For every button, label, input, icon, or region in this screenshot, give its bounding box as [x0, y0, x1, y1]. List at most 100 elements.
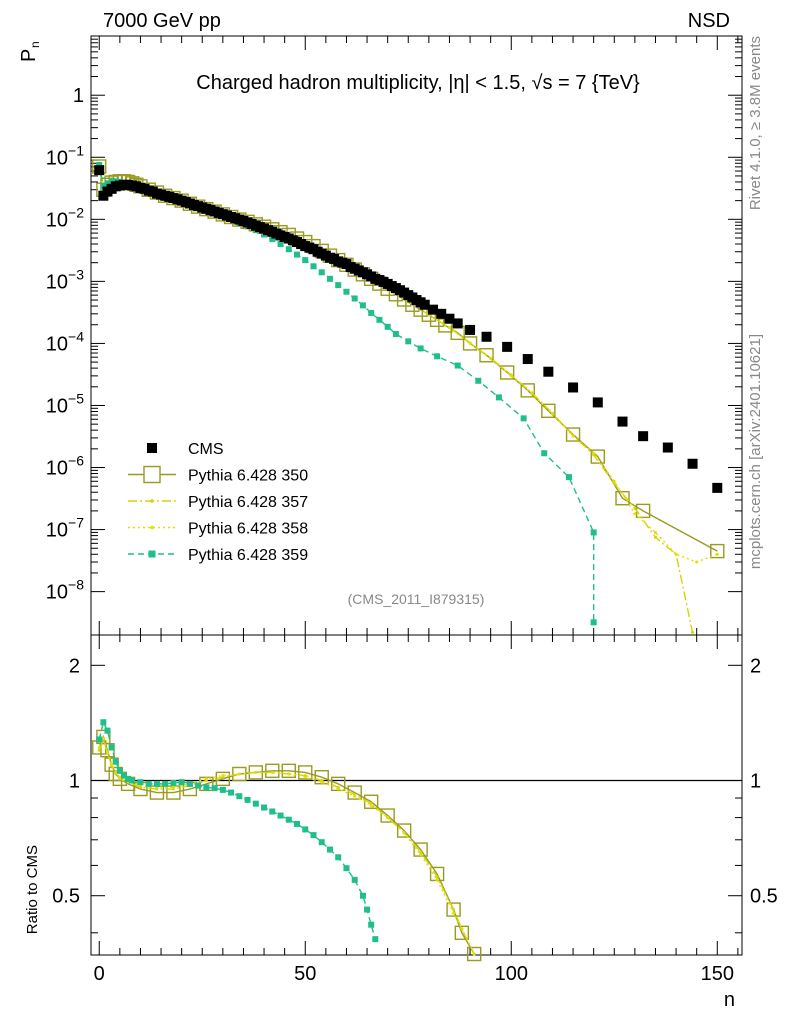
data-point	[590, 449, 605, 464]
svg-text:n: n	[28, 41, 42, 48]
data-point	[502, 341, 513, 352]
data-point	[499, 365, 515, 380]
legend-label: Pythia 6.428 350	[188, 468, 308, 485]
legend-entry: CMS	[147, 441, 224, 458]
data-point	[298, 765, 313, 780]
data-point	[97, 745, 101, 749]
y-tick-label: 1	[73, 85, 84, 107]
legend-label: Pythia 6.428 358	[188, 521, 308, 538]
data-point	[252, 800, 259, 807]
data-point	[285, 246, 292, 253]
legend-label: Pythia 6.428 357	[188, 494, 308, 511]
legend-entry: Pythia 6.428 359	[128, 547, 308, 564]
series-line	[98, 736, 475, 955]
data-point	[481, 331, 492, 342]
data-point	[137, 779, 144, 786]
data-point	[419, 850, 423, 854]
data-point	[592, 397, 603, 408]
data-point	[125, 775, 132, 782]
data-point	[472, 952, 476, 956]
data-point	[335, 854, 342, 861]
y-tick-label: 10−1	[46, 142, 84, 169]
data-point	[405, 338, 412, 345]
main-series-cms	[94, 165, 723, 493]
x-tick-label: 100	[495, 963, 528, 985]
y-tick-label: 10−7	[46, 515, 84, 542]
data-point	[565, 427, 581, 442]
data-point	[465, 324, 476, 335]
data-point	[617, 416, 628, 427]
svg-text:P: P	[18, 49, 40, 62]
data-point	[590, 529, 597, 536]
data-point	[435, 878, 439, 882]
data-point	[434, 353, 441, 360]
data-point	[145, 780, 152, 787]
data-point	[662, 442, 673, 453]
data-point	[691, 630, 695, 634]
ratio-y-tick-labels: 0.5 0.5 1 1 2 2	[52, 655, 778, 907]
data-point	[452, 911, 456, 915]
data-point	[364, 906, 371, 913]
data-point	[326, 275, 333, 282]
data-point	[287, 772, 291, 776]
data-point	[543, 366, 554, 377]
data-point	[436, 308, 447, 319]
data-point	[114, 770, 118, 774]
data-point	[571, 434, 575, 438]
data-point	[294, 251, 301, 258]
data-point	[104, 727, 111, 734]
data-point	[695, 560, 699, 564]
legend-marker	[150, 525, 154, 530]
data-point	[368, 309, 375, 316]
data-point	[303, 775, 307, 779]
data-point	[392, 330, 399, 337]
data-point	[674, 552, 678, 556]
data-point	[294, 820, 301, 827]
y-tick-label: 10−3	[46, 266, 84, 293]
data-point	[195, 782, 202, 789]
ratio-y-tick-label: 0.5	[52, 886, 80, 908]
ratio-series-pythia-6-428-359	[96, 719, 379, 943]
ratio-series-pythia-6-428-358	[97, 736, 476, 956]
data-point	[489, 357, 493, 361]
data-point	[351, 295, 358, 302]
data-point	[359, 892, 366, 899]
series-line	[98, 720, 376, 940]
ratio-y-tick-label-right: 1	[750, 771, 761, 793]
data-point	[454, 925, 470, 941]
data-point	[320, 780, 324, 784]
data-point	[353, 794, 357, 798]
data-point	[232, 766, 247, 782]
data-point	[153, 780, 160, 787]
data-point	[129, 777, 136, 784]
y-tick-label: 10−6	[46, 453, 84, 480]
data-point	[277, 812, 284, 819]
ratio-plot-frame	[90, 634, 743, 956]
legend: CMS Pythia 6.428 350 Pythia 6.428 357 Pythi…	[128, 441, 308, 564]
data-point	[326, 846, 333, 853]
data-point	[475, 377, 482, 384]
y-axis-label-pn: P n	[18, 41, 42, 62]
analysis-watermark: (CMS_2011_I879315)	[348, 591, 485, 607]
ratio-plot-panel: 0.5 0.5 1 1 2 2 0 50 100 150 Ratio to CMS n	[24, 634, 778, 1011]
data-point	[170, 780, 177, 787]
data-point	[335, 282, 342, 289]
data-point	[203, 784, 210, 791]
data-point	[96, 736, 103, 743]
data-point	[530, 392, 534, 396]
data-point	[228, 789, 235, 796]
data-point	[715, 552, 719, 556]
data-point	[520, 415, 527, 422]
data-point	[384, 323, 391, 330]
data-point	[204, 777, 208, 781]
ratio-y-axis-label: Ratio to CMS	[24, 845, 41, 934]
data-point	[269, 808, 276, 815]
data-point	[277, 241, 284, 248]
data-point	[120, 772, 127, 779]
data-point	[550, 412, 554, 416]
legend-marker	[148, 550, 156, 558]
data-point	[612, 482, 616, 486]
mcplots-reference-label: mcplots.cern.ch [arXiv:2401.10621]	[747, 334, 764, 569]
data-point	[343, 865, 350, 872]
